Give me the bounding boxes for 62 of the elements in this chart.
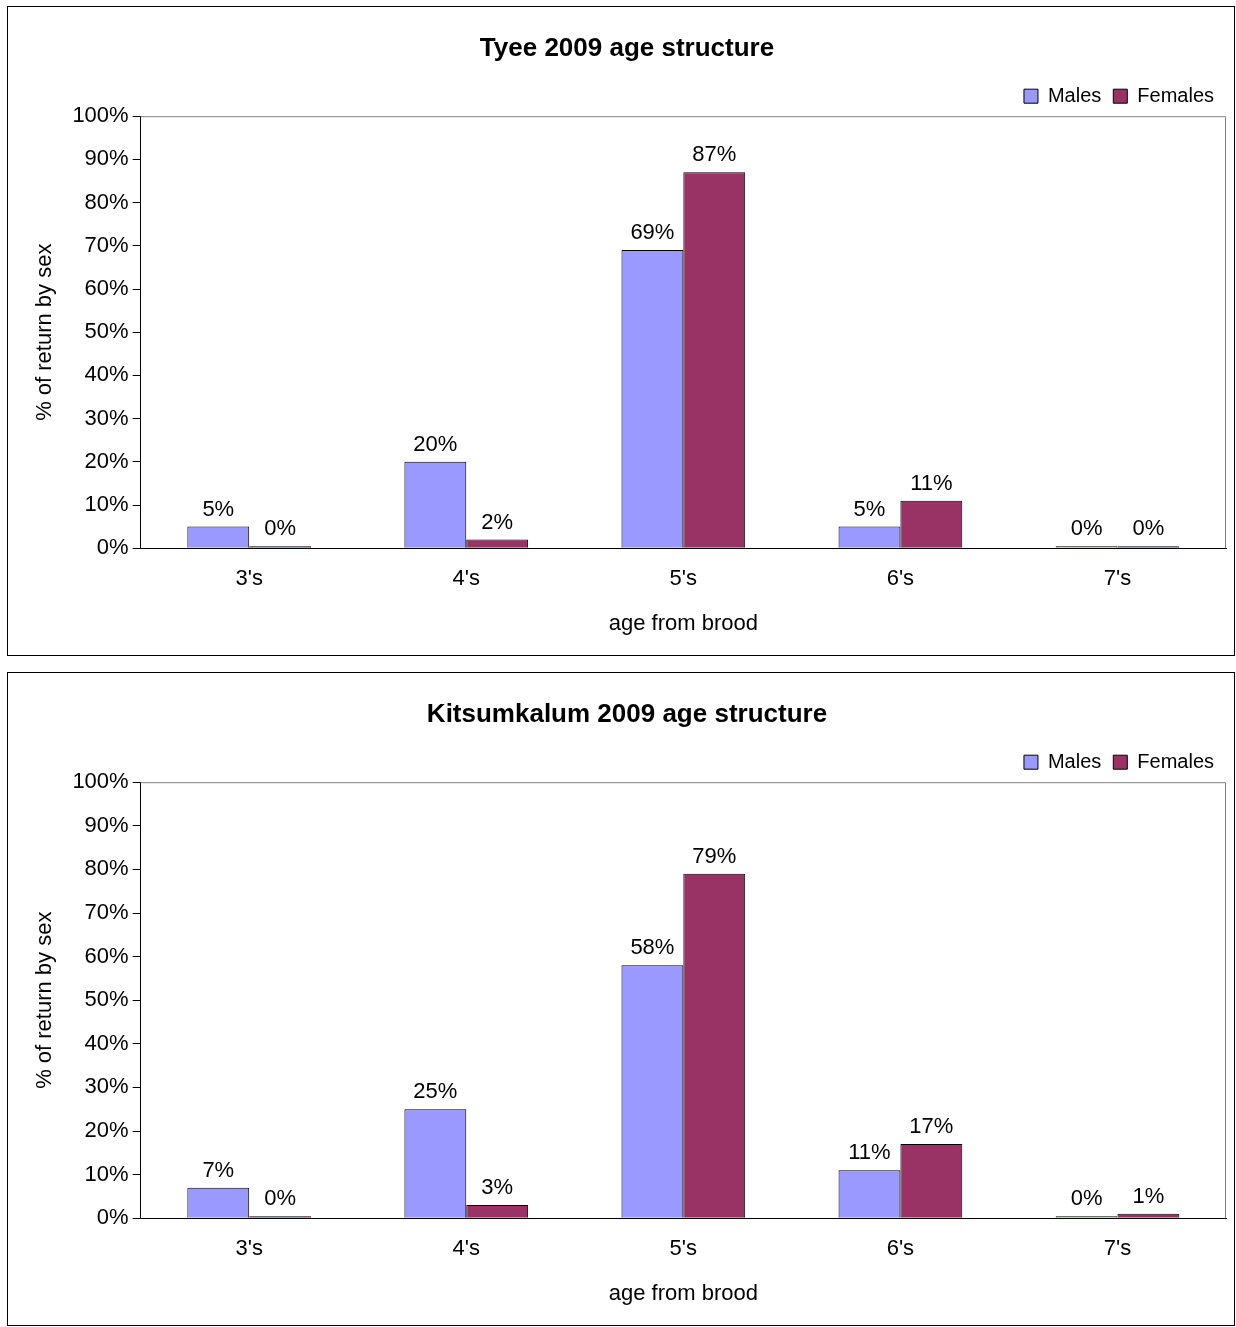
y-tick-label: 90% xyxy=(84,811,129,837)
data-label: 5% xyxy=(853,495,886,521)
x-tick-label: 6's xyxy=(886,1235,915,1261)
chart-title: Tyee 2009 age structure xyxy=(479,31,775,62)
x-tick-label: 7's xyxy=(1103,565,1132,591)
y-tick-label: 0% xyxy=(96,1204,129,1230)
data-label: 17% xyxy=(909,1113,954,1139)
y-tick-label: 80% xyxy=(84,188,129,214)
data-label: 87% xyxy=(692,141,737,167)
x-tick-label: 4's xyxy=(452,565,480,591)
data-label: 5% xyxy=(202,495,235,521)
x-tick-label: 5's xyxy=(669,565,698,591)
y-tick-label: 20% xyxy=(84,1117,129,1143)
y-tick-label: 50% xyxy=(84,986,129,1012)
legend-label: Males xyxy=(1047,749,1102,772)
legend-label: Females xyxy=(1137,83,1215,106)
data-label: 11% xyxy=(910,469,953,495)
x-axis-title: age from brood xyxy=(608,1279,758,1305)
data-label: 25% xyxy=(413,1078,458,1104)
data-label: 79% xyxy=(692,842,737,868)
y-tick-label: 50% xyxy=(84,318,129,344)
data-label: 20% xyxy=(413,430,458,456)
x-tick-label: 3's xyxy=(235,565,263,591)
x-tick-label: 4's xyxy=(452,1235,480,1261)
data-label: 0% xyxy=(1132,515,1165,541)
data-label: 0% xyxy=(1070,1185,1103,1211)
data-label: 0% xyxy=(1070,515,1103,541)
y-tick-label: 0% xyxy=(96,534,129,560)
x-tick-label: 6's xyxy=(886,565,915,591)
y-tick-label: 60% xyxy=(84,275,129,301)
data-label: 3% xyxy=(481,1174,514,1200)
x-tick-label: 3's xyxy=(235,1235,263,1261)
x-tick-label: 5's xyxy=(669,1235,698,1261)
y-tick-label: 40% xyxy=(84,1029,129,1055)
y-tick-label: 100% xyxy=(72,768,129,794)
y-tick-label: 90% xyxy=(84,145,129,171)
y-tick-label: 10% xyxy=(84,1160,129,1186)
y-axis-title: % of return by sex xyxy=(31,911,57,1089)
data-label: 58% xyxy=(630,934,675,960)
y-tick-label: 10% xyxy=(84,491,129,517)
data-label: 2% xyxy=(481,508,514,534)
chart-title: Kitsumkalum 2009 age structure xyxy=(426,697,828,728)
y-tick-label: 60% xyxy=(84,942,129,968)
y-tick-label: 30% xyxy=(84,404,129,430)
y-tick-label: 30% xyxy=(84,1073,129,1099)
legend-label: Males xyxy=(1047,83,1102,106)
data-label: 69% xyxy=(630,219,675,245)
y-tick-label: 80% xyxy=(84,855,129,881)
y-tick-label: 40% xyxy=(84,361,129,387)
y-axis-title: % of return by sex xyxy=(31,243,57,421)
data-label: 0% xyxy=(264,515,297,541)
data-label: 0% xyxy=(264,1185,297,1211)
x-tick-label: 7's xyxy=(1103,1235,1132,1261)
y-tick-label: 70% xyxy=(84,899,129,925)
data-label: 7% xyxy=(202,1156,235,1182)
data-label: 1% xyxy=(1132,1182,1165,1208)
y-tick-label: 100% xyxy=(72,102,129,128)
data-label: 11% xyxy=(848,1139,891,1165)
y-tick-label: 70% xyxy=(84,231,129,257)
legend-label: Females xyxy=(1137,749,1215,772)
y-tick-label: 20% xyxy=(84,447,129,473)
x-axis-title: age from brood xyxy=(608,609,758,635)
